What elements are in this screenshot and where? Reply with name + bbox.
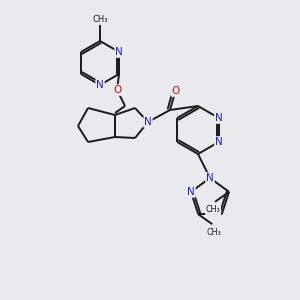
Text: O: O [172,86,180,96]
Text: O: O [113,85,121,95]
Text: N: N [215,137,223,147]
Text: N: N [187,187,195,197]
Text: N: N [96,80,104,90]
Text: CH₃: CH₃ [207,228,222,237]
Text: N: N [115,47,123,57]
Text: CH₃: CH₃ [206,205,220,214]
Text: N: N [144,117,152,127]
Text: N: N [215,113,223,123]
Text: N: N [206,173,214,183]
Text: CH₃: CH₃ [92,14,108,23]
